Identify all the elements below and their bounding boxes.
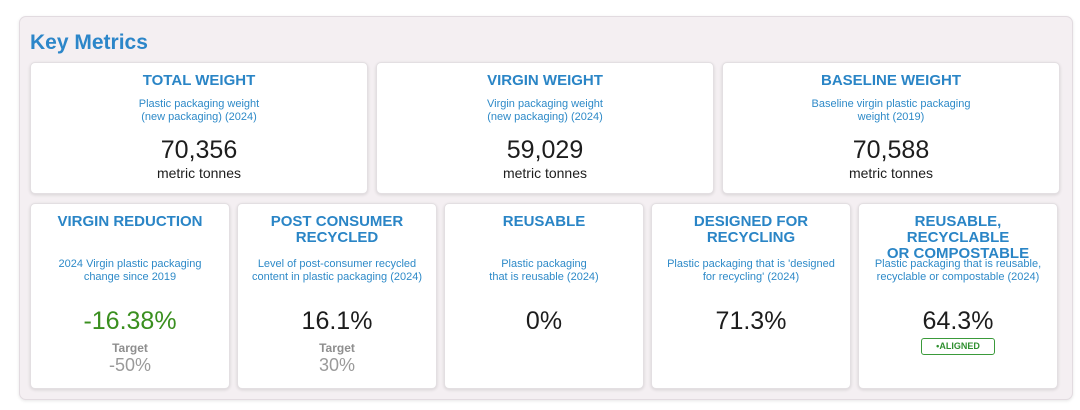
card-subtitle: 2024 Virgin plastic packaging change sin…	[58, 258, 202, 283]
baseline-weight-card: BASELINE WEIGHT Baseline virgin plastic …	[722, 62, 1060, 194]
card-title: POST CONSUMER RECYCLED	[270, 213, 404, 246]
total-weight-card: TOTAL WEIGHT Plastic packaging weight (n…	[30, 62, 368, 194]
card-title: REUSABLE	[502, 213, 586, 230]
post-consumer-recycled-card: POST CONSUMER RECYCLED Level of post-con…	[237, 203, 437, 389]
card-title: TOTAL WEIGHT	[142, 72, 256, 89]
card-value: -16.38%	[83, 307, 177, 335]
virgin-weight-card: VIRGIN WEIGHT Virgin packaging weight (n…	[376, 62, 714, 194]
card-unit: metric tonnes	[156, 165, 242, 181]
card-title: REUSABLE, RECYCLABLE OR COMPOSTABLE	[886, 213, 1030, 262]
card-unit: metric tonnes	[502, 165, 588, 181]
card-value: 70,356	[160, 136, 238, 164]
card-value: 70,588	[852, 136, 930, 164]
panel-title: Key Metrics	[30, 31, 148, 54]
reusable-card: REUSABLE Plastic packaging that is reusa…	[444, 203, 644, 389]
card-subtitle: Plastic packaging that is 'designed for …	[667, 258, 835, 283]
target-value: -50%	[108, 355, 152, 375]
card-value: 59,029	[506, 136, 584, 164]
card-title: DESIGNED FOR RECYCLING	[693, 213, 809, 246]
card-value: 71.3%	[715, 307, 787, 335]
card-value: 64.3%	[922, 307, 994, 335]
card-subtitle: Plastic packaging weight (new packaging)…	[138, 98, 260, 123]
target-value: 30%	[318, 355, 356, 375]
card-unit: metric tonnes	[848, 165, 934, 181]
card-value: 16.1%	[301, 307, 373, 335]
virgin-reduction-card: VIRGIN REDUCTION 2024 Virgin plastic pac…	[30, 203, 230, 389]
card-value: 0%	[525, 307, 563, 335]
card-title: VIRGIN REDUCTION	[57, 213, 203, 230]
key-metrics-panel: Key Metrics TOTAL WEIGHT Plastic packagi…	[19, 16, 1073, 400]
aligned-badge: •ALIGNED	[921, 338, 995, 355]
card-subtitle: Virgin packaging weight (new packaging) …	[487, 98, 603, 123]
designed-for-recycling-card: DESIGNED FOR RECYCLING Plastic packaging…	[651, 203, 851, 389]
card-title: BASELINE WEIGHT	[820, 72, 961, 89]
card-subtitle: Plastic packaging that is reusable, recy…	[874, 258, 1042, 283]
card-subtitle: Level of post-consumer recycled content …	[252, 258, 422, 283]
target-label: Target	[112, 341, 148, 355]
reusable-recyclable-compostable-card: REUSABLE, RECYCLABLE OR COMPOSTABLE Plas…	[858, 203, 1058, 389]
target-label: Target	[319, 341, 355, 355]
card-subtitle: Plastic packaging that is reusable (2024…	[489, 258, 599, 283]
card-title: VIRGIN WEIGHT	[487, 72, 603, 89]
card-subtitle: Baseline virgin plastic packaging weight…	[811, 98, 971, 123]
